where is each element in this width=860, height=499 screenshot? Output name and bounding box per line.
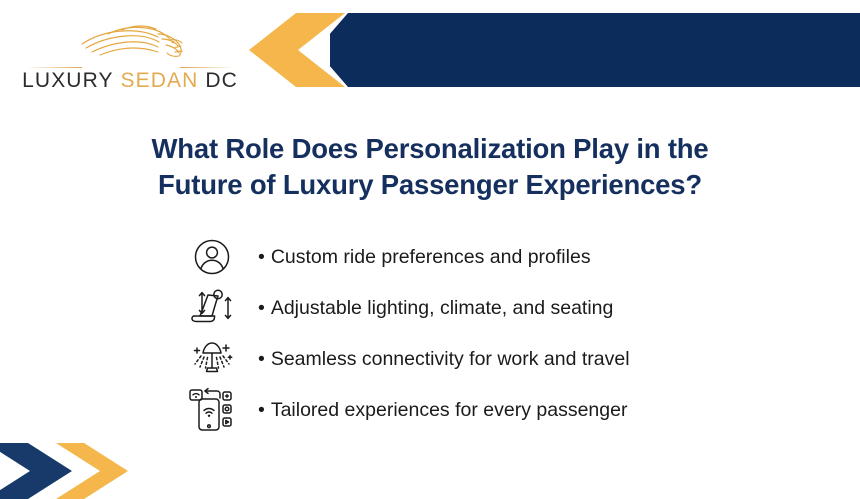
list-item: • Seamless connectivity for work and trav… — [186, 333, 806, 384]
brand-logo: LUXURY SEDAN DC — [22, 22, 238, 91]
user-profile-icon — [186, 233, 238, 281]
logo-rule-left — [26, 67, 82, 68]
adjustable-car-seat-icon — [186, 284, 238, 332]
list-item: • Custom ride preferences and profiles — [186, 231, 806, 282]
lion-head-icon — [78, 22, 194, 60]
footer-navy-chevron-icon — [0, 443, 72, 499]
page-title-line-2: Future of Luxury Passenger Experiences? — [158, 169, 702, 200]
bullet-dot: • — [258, 347, 265, 370]
bullet-dot: • — [258, 296, 265, 319]
bullet-dot: • — [258, 245, 265, 268]
header-gold-chevron-icon — [249, 13, 345, 87]
page-title: What Role Does Personalization Play in t… — [60, 131, 800, 203]
logo-word-dc: DC — [205, 69, 238, 92]
logo-word-sedan: SEDAN — [120, 69, 199, 92]
footer-chevrons — [0, 443, 128, 499]
list-item-label: Tailored experiences for every passenger — [270, 398, 628, 421]
feature-list: • Custom ride preferences and profiles — [186, 231, 806, 435]
list-item-label: Seamless connectivity for work and trave… — [270, 347, 630, 370]
list-item-label: Adjustable lighting, climate, and seatin… — [270, 296, 614, 319]
bullet-dot: • — [258, 398, 265, 421]
list-item-text: • Tailored experiences for every passenge… — [258, 398, 627, 422]
list-item: • Tailored experiences for every passenge… — [186, 384, 806, 435]
page-title-line-1: What Role Does Personalization Play in t… — [151, 133, 709, 164]
logo-rule-right — [180, 67, 236, 68]
list-item-text: • Seamless connectivity for work and trav… — [258, 347, 630, 371]
smartphone-wifi-icon — [186, 386, 238, 434]
table-lamp-icon — [186, 335, 238, 383]
header-navy-band — [330, 13, 860, 87]
list-item-text: • Adjustable lighting, climate, and seati… — [258, 296, 613, 320]
logo-word-luxury: LUXURY — [22, 69, 114, 92]
list-item-text: • Custom ride preferences and profiles — [258, 245, 591, 269]
footer-gold-chevron-icon — [56, 443, 128, 499]
list-item-label: Custom ride preferences and profiles — [270, 245, 591, 268]
list-item: • Adjustable lighting, climate, and seati… — [186, 282, 806, 333]
logo-wordmark: LUXURY SEDAN DC — [22, 70, 238, 91]
